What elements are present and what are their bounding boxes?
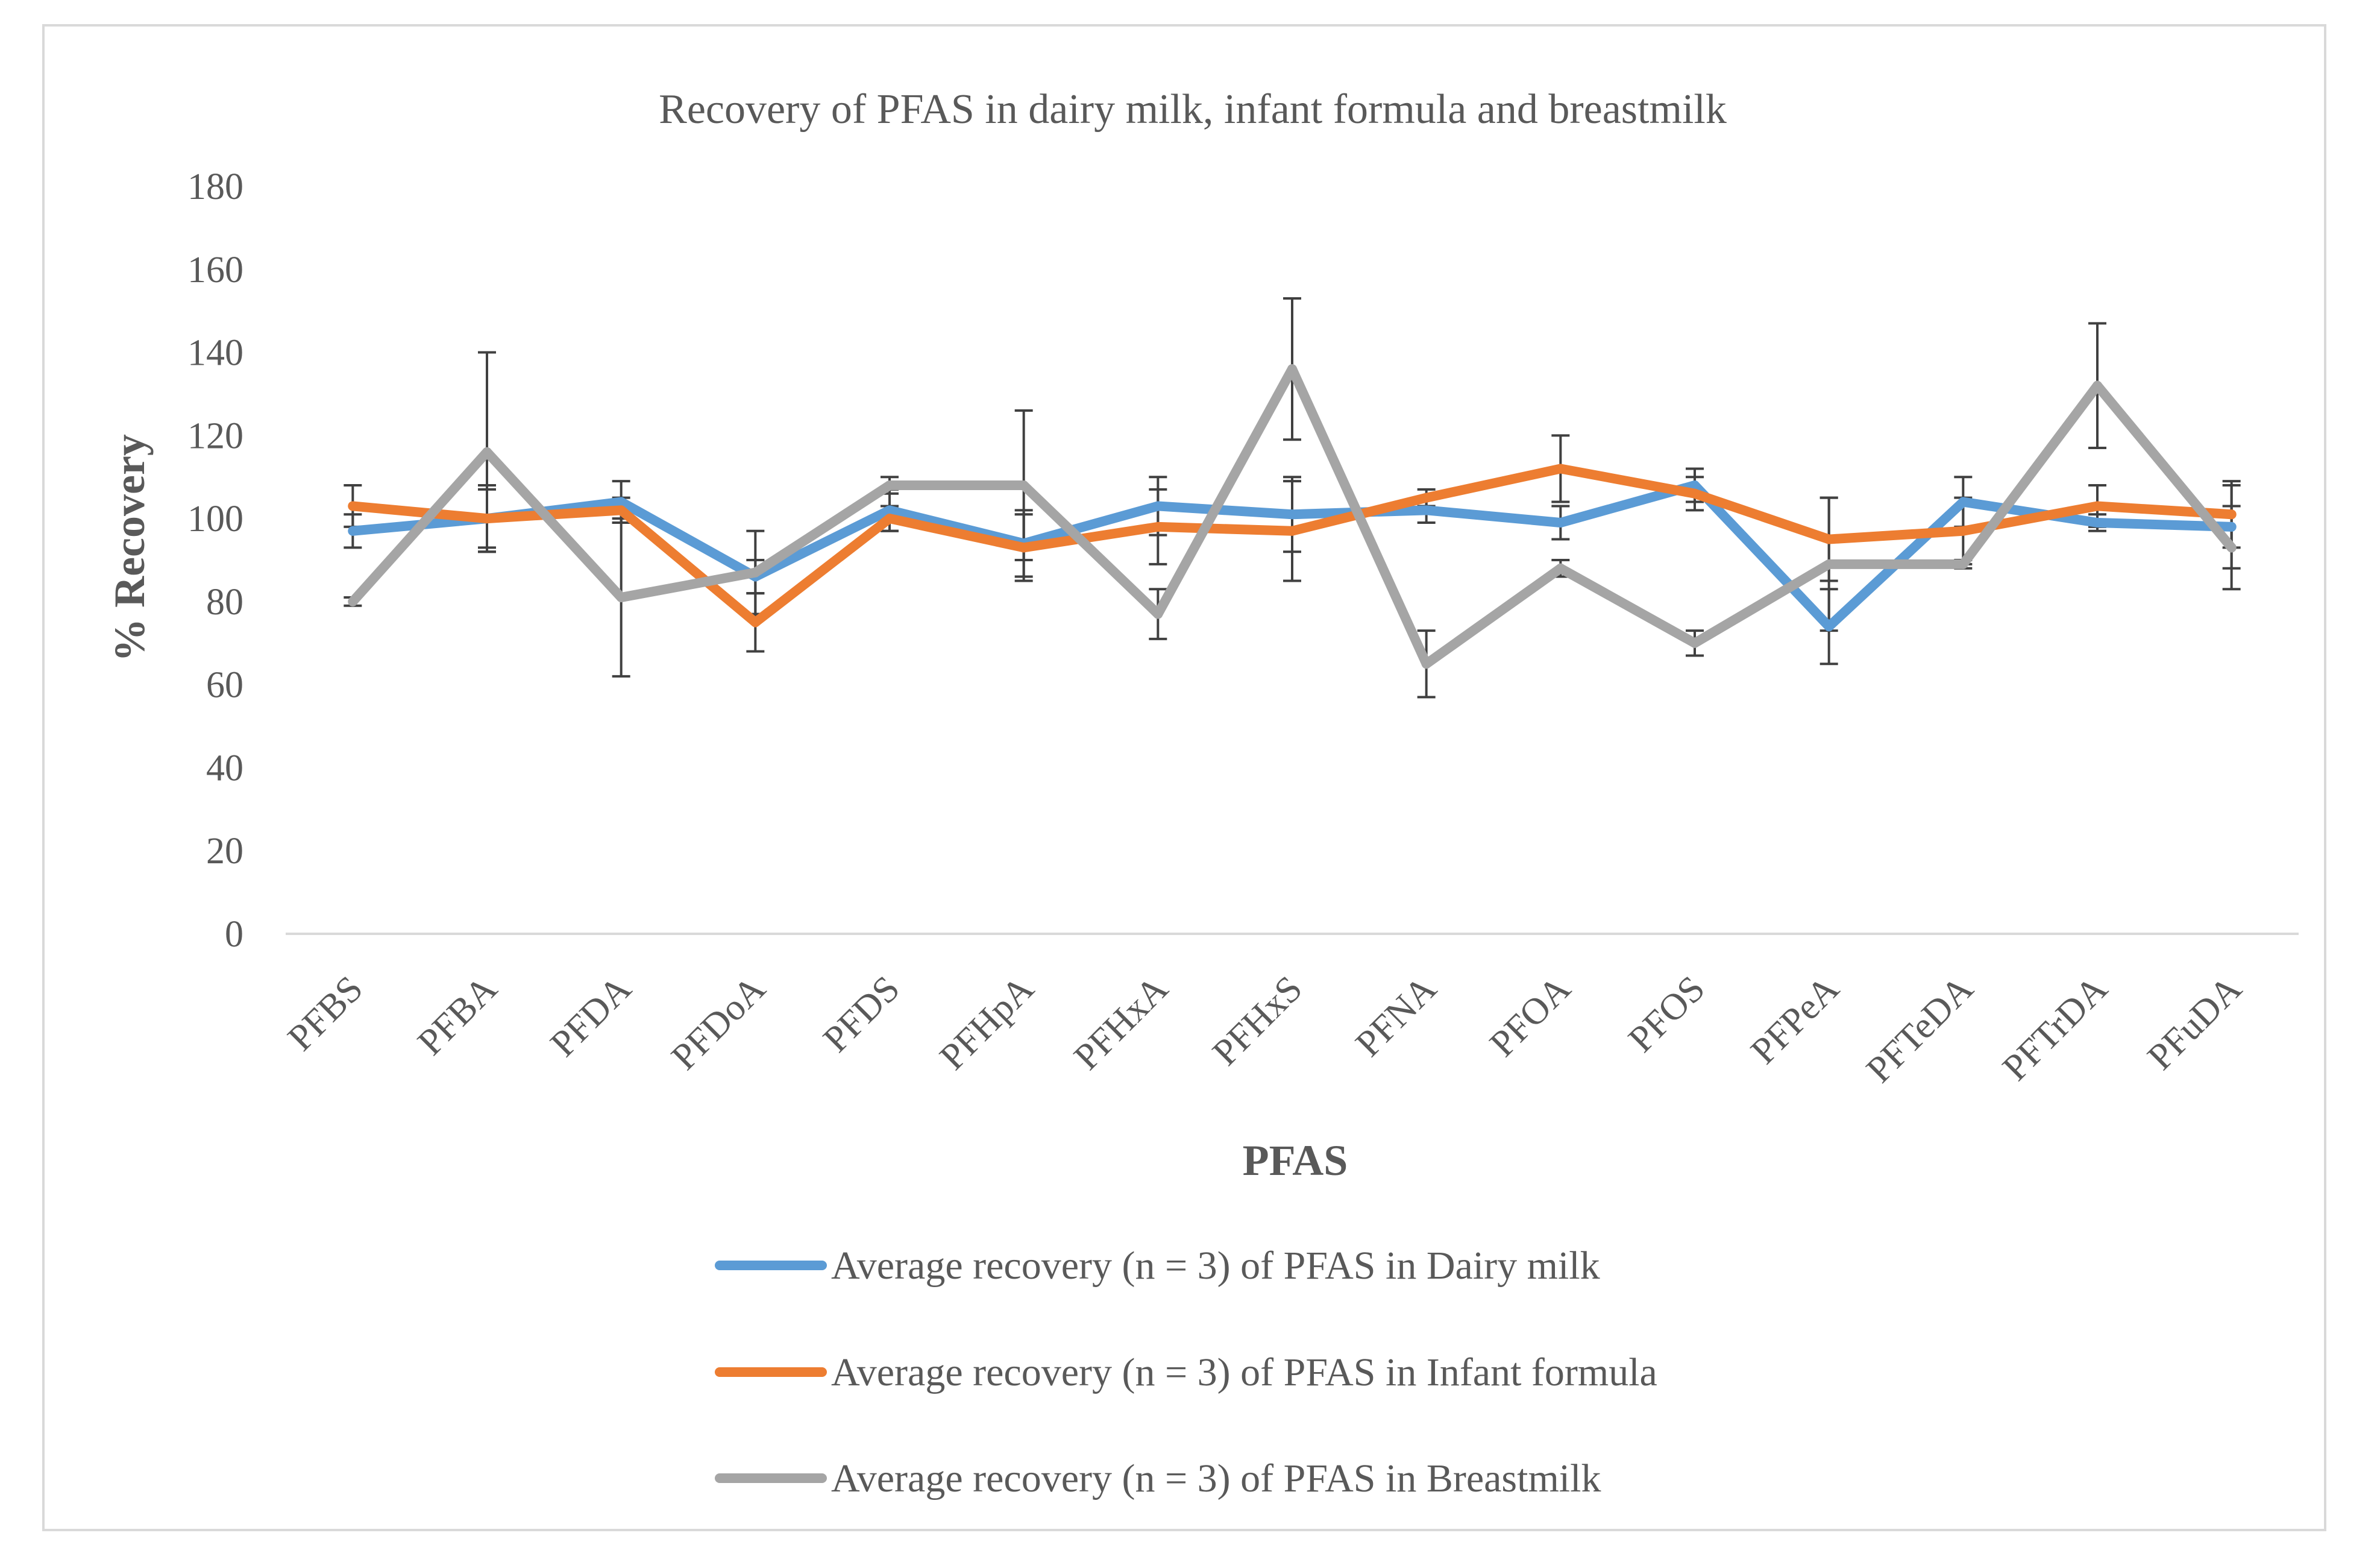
- x-tick-label: PFDS: [815, 968, 908, 1060]
- data-point: [2093, 501, 2102, 511]
- x-tick-label: PFTrDA: [1995, 968, 2115, 1089]
- data-point: [2093, 518, 2102, 527]
- legend-label: Average recovery (n = 3) of PFAS in Brea…: [831, 1456, 1601, 1500]
- y-axis-title: % Recovery: [105, 434, 154, 662]
- data-point: [1690, 638, 1700, 648]
- data-point: [1690, 488, 1700, 499]
- data-point: [2226, 521, 2237, 532]
- y-tick-label: 80: [206, 582, 243, 623]
- data-point: [1421, 659, 1431, 669]
- data-point: [616, 593, 626, 602]
- y-tick-label: 180: [187, 166, 243, 207]
- data-point: [1958, 526, 1968, 536]
- y-tick-label: 40: [206, 748, 243, 789]
- data-point: [1153, 609, 1163, 619]
- data-point: [1287, 526, 1297, 536]
- data-point: [750, 567, 761, 578]
- data-point: [616, 505, 626, 515]
- x-tick-label: PFHxS: [1205, 968, 1310, 1074]
- x-tick-label: PFPeA: [1743, 968, 1847, 1072]
- y-tick-label: 140: [187, 333, 243, 374]
- y-tick-label: 0: [225, 914, 243, 955]
- x-tick-label: PFDoA: [664, 968, 773, 1078]
- data-point: [1824, 534, 1834, 544]
- data-point: [348, 596, 358, 606]
- x-tick-label: PFHpA: [932, 968, 1041, 1078]
- x-axis-title: PFAS: [1243, 1136, 1348, 1185]
- data-point: [1153, 501, 1163, 511]
- data-point: [2226, 509, 2237, 520]
- data-point: [885, 480, 894, 490]
- x-tick-label: PFBA: [410, 968, 505, 1063]
- legend-label: Average recovery (n = 3) of PFAS in Dair…: [831, 1244, 1600, 1288]
- data-point: [1421, 505, 1431, 515]
- data-point: [1958, 559, 1968, 569]
- data-point: [885, 505, 894, 515]
- data-point: [1019, 480, 1029, 490]
- data-point: [1824, 559, 1834, 569]
- y-tick-label: 20: [206, 831, 243, 872]
- data-point: [348, 526, 358, 536]
- data-point: [885, 514, 894, 524]
- y-tick-label: 160: [187, 250, 243, 291]
- data-point: [348, 501, 358, 511]
- line-chart: Recovery of PFAS in dairy milk, infant f…: [105, 86, 2299, 1500]
- x-tick-label: PFOA: [1482, 968, 1578, 1065]
- y-tick-label: 120: [187, 415, 243, 456]
- data-point: [1019, 543, 1029, 553]
- x-tick-label: PFHxA: [1066, 968, 1176, 1078]
- chart-title: Recovery of PFAS in dairy milk, infant f…: [659, 86, 1727, 133]
- data-point: [1287, 509, 1297, 520]
- data-point: [2093, 380, 2102, 391]
- legend-item-3: Average recovery (n = 3) of PFAS in Brea…: [715, 1456, 1601, 1500]
- data-point: [482, 447, 492, 457]
- legend-label: Average recovery (n = 3) of PFAS in Infa…: [831, 1350, 1657, 1394]
- x-tick-label: PFNA: [1348, 968, 1444, 1065]
- x-tick-label: PFDA: [542, 968, 639, 1065]
- legend-item-1: Average recovery (n = 3) of PFAS in Dair…: [715, 1244, 1600, 1288]
- data-point: [1556, 518, 1566, 527]
- data-point: [1421, 493, 1431, 503]
- data-point: [1958, 497, 1968, 507]
- x-tick-label: PFTeDA: [1859, 968, 1982, 1091]
- data-point: [2226, 543, 2237, 553]
- data-point: [1824, 622, 1834, 632]
- data-point: [482, 514, 492, 524]
- data-point: [750, 617, 761, 628]
- data-point: [616, 497, 626, 507]
- chart-frame: Recovery of PFAS in dairy milk, infant f…: [42, 24, 2326, 1531]
- legend-item-2: Average recovery (n = 3) of PFAS in Infa…: [715, 1350, 1657, 1394]
- x-tick-label: PFBS: [280, 968, 371, 1059]
- data-point: [1556, 563, 1566, 573]
- data-point: [1287, 364, 1297, 374]
- y-tick-label: 60: [206, 665, 243, 706]
- x-tick-label: PFuDA: [2140, 968, 2249, 1078]
- data-point: [1556, 464, 1566, 474]
- y-tick-label: 100: [187, 499, 243, 540]
- x-tick-label: PFOS: [1621, 968, 1713, 1060]
- data-point: [1153, 521, 1163, 532]
- data-point: [1690, 480, 1700, 490]
